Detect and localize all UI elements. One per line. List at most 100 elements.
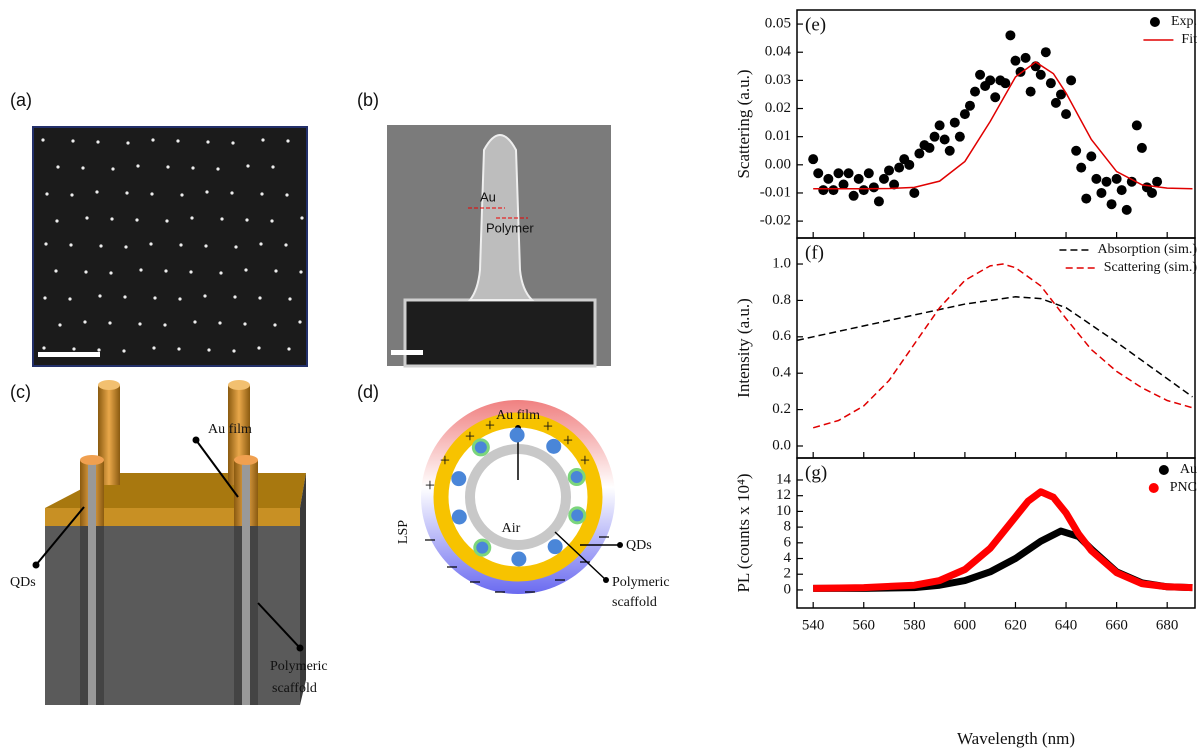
data-point <box>904 160 914 170</box>
dot <box>233 295 236 298</box>
data-point <box>813 168 823 178</box>
charge-plus: + <box>563 430 573 450</box>
dot <box>123 295 126 298</box>
data-point <box>1051 98 1061 108</box>
label: LSP <box>396 520 411 544</box>
dot <box>58 323 61 326</box>
dot <box>108 321 111 324</box>
series-line <box>813 492 1192 589</box>
dot <box>288 297 291 300</box>
dot <box>44 242 47 245</box>
dot <box>84 270 87 273</box>
dot <box>270 219 273 222</box>
dot <box>150 192 153 195</box>
data-point <box>1122 205 1132 215</box>
dot <box>111 167 114 170</box>
quantum-dot <box>475 540 490 555</box>
dot <box>126 141 129 144</box>
data-point <box>869 182 879 192</box>
dot <box>71 139 74 142</box>
figure: (a) (b) Au Polymer (c) Au film QDs <box>0 0 1198 751</box>
panel-label: (f) <box>805 242 824 263</box>
dot <box>191 166 194 169</box>
data-point <box>930 132 940 142</box>
data-point <box>924 143 934 153</box>
dot <box>99 244 102 247</box>
legend-symbol <box>1149 483 1159 493</box>
dot <box>193 320 196 323</box>
data-point <box>808 154 818 164</box>
quantum-dot <box>511 551 526 566</box>
data-point <box>1101 177 1111 187</box>
dot <box>300 216 303 219</box>
dot <box>204 244 207 247</box>
quantum-dot <box>570 508 585 523</box>
panel-label: (c) <box>10 382 31 402</box>
data-point <box>1066 75 1076 85</box>
y-tick-label: 0 <box>784 581 792 597</box>
dot <box>257 346 260 349</box>
data-point <box>1026 87 1036 97</box>
data-point <box>1147 188 1157 198</box>
dot <box>136 164 139 167</box>
y-axis-label: Intensity (a.u.) <box>734 298 753 398</box>
panel-label: (b) <box>357 90 379 110</box>
data-point <box>894 163 904 173</box>
panel-label: (g) <box>805 462 827 483</box>
dot <box>273 323 276 326</box>
y-tick-label: 0.4 <box>772 365 791 381</box>
data-point <box>1086 151 1096 161</box>
dot <box>230 191 233 194</box>
y-tick-label: 1.0 <box>772 255 791 271</box>
x-tick-label: 640 <box>1055 617 1078 633</box>
data-point <box>1107 199 1117 209</box>
dot <box>234 245 237 248</box>
data-point <box>960 109 970 119</box>
data-point <box>970 87 980 97</box>
scale-bar <box>38 352 100 357</box>
dot <box>299 270 302 273</box>
quantum-dot <box>569 470 584 485</box>
label: Au film <box>496 408 540 423</box>
data-point <box>1117 185 1127 195</box>
label: Air <box>502 521 521 536</box>
charge-plus: + <box>580 450 590 470</box>
data-point <box>844 168 854 178</box>
3d-schematic <box>33 380 307 705</box>
quantum-dot <box>510 428 525 443</box>
data-point <box>879 174 889 184</box>
dot <box>258 296 261 299</box>
dot <box>274 269 277 272</box>
data-point <box>823 174 833 184</box>
data-point <box>1021 53 1031 63</box>
x-tick-label: 600 <box>954 617 977 633</box>
data-point <box>1041 47 1051 57</box>
data-point <box>833 168 843 178</box>
dot <box>259 242 262 245</box>
dot <box>138 322 141 325</box>
dot <box>81 166 84 169</box>
charge-plus: + <box>543 416 553 436</box>
charge-plus: + <box>485 415 495 435</box>
data-point <box>1000 78 1010 88</box>
series-line <box>797 297 1192 397</box>
dot <box>190 216 193 219</box>
dot <box>152 346 155 349</box>
legend-label: Au <box>1180 462 1197 477</box>
dot <box>96 140 99 143</box>
legend-label: Exp. <box>1171 14 1197 29</box>
dot <box>69 243 72 246</box>
data-point <box>1061 109 1071 119</box>
label: QDs <box>626 538 652 553</box>
y-tick-label: 2 <box>784 566 792 582</box>
dot <box>85 216 88 219</box>
quantum-dot <box>548 539 563 554</box>
y-axis-label: Scattering (a.u.) <box>734 69 753 178</box>
y-tick-label: 14 <box>776 471 792 487</box>
dot <box>164 269 167 272</box>
cross-section-schematic: +++++++ <box>421 400 623 594</box>
data-point <box>914 149 924 159</box>
dot <box>124 245 127 248</box>
dot <box>110 217 113 220</box>
data-point <box>859 185 869 195</box>
